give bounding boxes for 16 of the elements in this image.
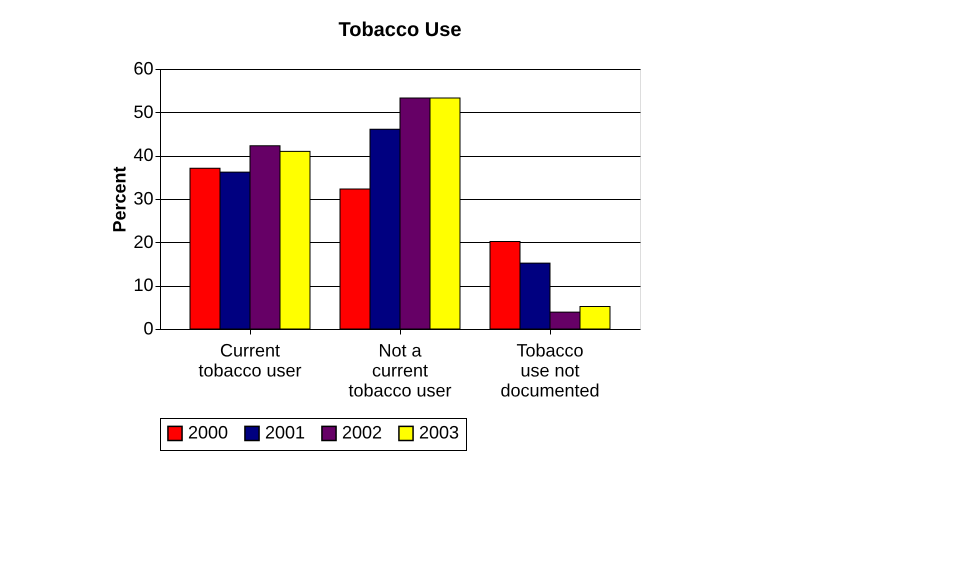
y-tick-label: 30: [133, 188, 154, 208]
legend-label: 2002: [342, 422, 382, 442]
y-tick-label: 60: [133, 58, 154, 78]
y-axis-title: Percent: [109, 166, 130, 233]
y-tick-label: 10: [133, 275, 154, 296]
legend-label: 2003: [419, 422, 460, 442]
x-tick-label: Tobacco use not documented: [500, 340, 600, 400]
y-tick-label: 50: [133, 102, 154, 122]
x-tick-label: Not a current tobacco user: [348, 340, 452, 400]
legend-label: 2000: [188, 422, 228, 442]
y-tick-label: 40: [133, 145, 154, 166]
legend-label: 2001: [265, 422, 306, 442]
y-tick-label: 0: [143, 318, 154, 338]
chart-title: Tobacco Use: [338, 19, 462, 41]
y-tick-label: 20: [133, 232, 154, 252]
x-tick-label: Current tobacco user: [198, 340, 302, 380]
